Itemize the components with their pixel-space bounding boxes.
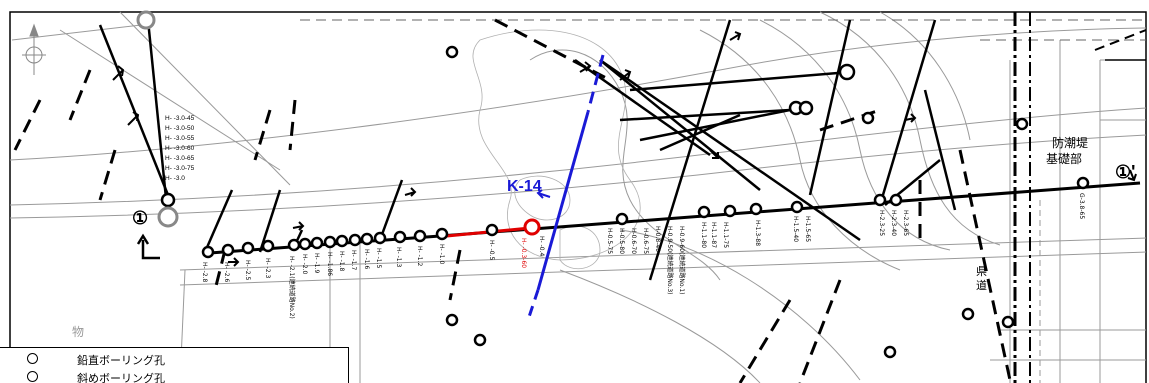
hole-label: H- -1.0 [438, 244, 445, 264]
hole-label: H- -2.5 [244, 260, 251, 280]
section-start-marker: ① [132, 208, 160, 260]
grid-dashes [300, 19, 1146, 41]
hole-label: H- -0.3-60 [520, 238, 527, 268]
prefecture-road-label: 県 道 [976, 265, 987, 292]
hole-label: H- -2.3 [264, 258, 271, 278]
hole-label: H- -1.9 [313, 253, 320, 273]
hole-label: H-0.6-70 [630, 228, 637, 254]
north-arrow-icon [22, 23, 46, 75]
section-end-label: ①' [1115, 162, 1135, 182]
map-symbol-text: 物 [72, 325, 84, 339]
hole-label: H-0.9-60(連続道路No.1) [678, 226, 686, 294]
hole-label: H- -2.8 [201, 262, 208, 282]
svg-text:道: 道 [976, 278, 987, 292]
hole-label: H- -2.1(連続道路No.2) [288, 256, 296, 319]
hole-label: H-1.1-75 [722, 222, 729, 248]
hole-label: H- -1.3 [395, 247, 402, 267]
hole-label: H-0.5-80 [618, 228, 625, 254]
hole-label: H-0.6-75 [642, 228, 649, 254]
legend: 鉛直ボーリング孔 斜めボーリング孔 [0, 347, 349, 383]
hole-label: H-1.1-87 [710, 222, 717, 248]
hole-label: H-2.3-40 [890, 210, 897, 236]
legend-inclined-boring-label: 斜めボーリング孔 [77, 372, 165, 383]
left-hole-label: H- -3.0-50 [165, 125, 195, 132]
fault-k14-label: K-14 [507, 178, 542, 195]
legend-row-inclined: 斜めボーリング孔 [0, 370, 348, 383]
seawall-label-line2: 基礎部 [1046, 151, 1082, 166]
legend-row-vertical: 鉛直ボーリング孔 [0, 352, 348, 369]
hole-label: H-2.3-25 [878, 210, 885, 236]
boreholes [136, 10, 1090, 359]
direction-arrows [112, 31, 1137, 267]
hole-label: H-1.5-40 [792, 216, 799, 242]
section-end-marker: ①' [1115, 162, 1135, 182]
hole-label: H-0.9-50(連続道路No.3) [666, 226, 674, 294]
left-hole-label: H- -3.0-65 [165, 155, 195, 162]
hole-label: H- -1.5 [375, 248, 382, 268]
left-hole-label: H- -3.0 [165, 175, 185, 182]
hole-label: H- -1.8 [338, 251, 345, 271]
hole-label-group: H- -2.8 H- -2.6 H- -2.5 H- -2.3 H- -2.1(連続道路… [201, 193, 1085, 319]
left-hole-label-stack: H- -3.0-45 H- -3.0-50 H- -3.0-55 H- -3.0-60… [165, 115, 195, 182]
left-hole-label: H- -3.0-75 [165, 165, 195, 172]
hole-label: H- -2.6 [223, 262, 230, 282]
hole-label: H-2.3-65 [902, 210, 909, 236]
hole-label: H- -1.7 [350, 250, 357, 270]
legend-vertical-boring-label: 鉛直ボーリング孔 [77, 354, 165, 367]
base-map-linework [9, 11, 1147, 383]
map-frame [9, 11, 1147, 383]
inclined-boring-symbol-icon [27, 371, 38, 382]
left-hole-label: H- -3.0-60 [165, 145, 195, 152]
vertical-boring-symbol-icon [27, 353, 38, 364]
hole-label: H-1.3-88 [754, 220, 761, 246]
hole-label: H-0.8-40 [654, 226, 661, 252]
hole-label: H- -2.0 [301, 254, 308, 274]
hole-label: H-0.5-75 [606, 228, 613, 254]
fault-dashes [13, 18, 1012, 383]
inclined-borehole-traces [98, 19, 957, 281]
hole-label: H- -1.2 [416, 246, 423, 266]
section-start-label: ① [132, 208, 148, 228]
hole-label: H- -0.5 [488, 240, 495, 260]
hole-label: H- -0.4 [538, 236, 545, 256]
left-hole-label: H- -3.0-45 [165, 115, 195, 122]
seawall-label-line1: 防潮堤 [1052, 135, 1088, 150]
hole-label: G-3.8-65 [1078, 193, 1085, 219]
left-hole-label: H- -3.0-55 [165, 135, 195, 142]
hole-label: H- -1.6 [363, 249, 370, 269]
svg-text:県: 県 [976, 265, 987, 278]
hole-label: H- -1.86 [326, 252, 333, 276]
hole-label: H-1.1-80 [700, 222, 707, 248]
boundary-lines [1013, 12, 1147, 383]
hole-label: H-1.5-65 [804, 216, 811, 242]
fault-k14-arrow-icon [536, 189, 551, 199]
k14-fault-trace [526, 54, 605, 321]
